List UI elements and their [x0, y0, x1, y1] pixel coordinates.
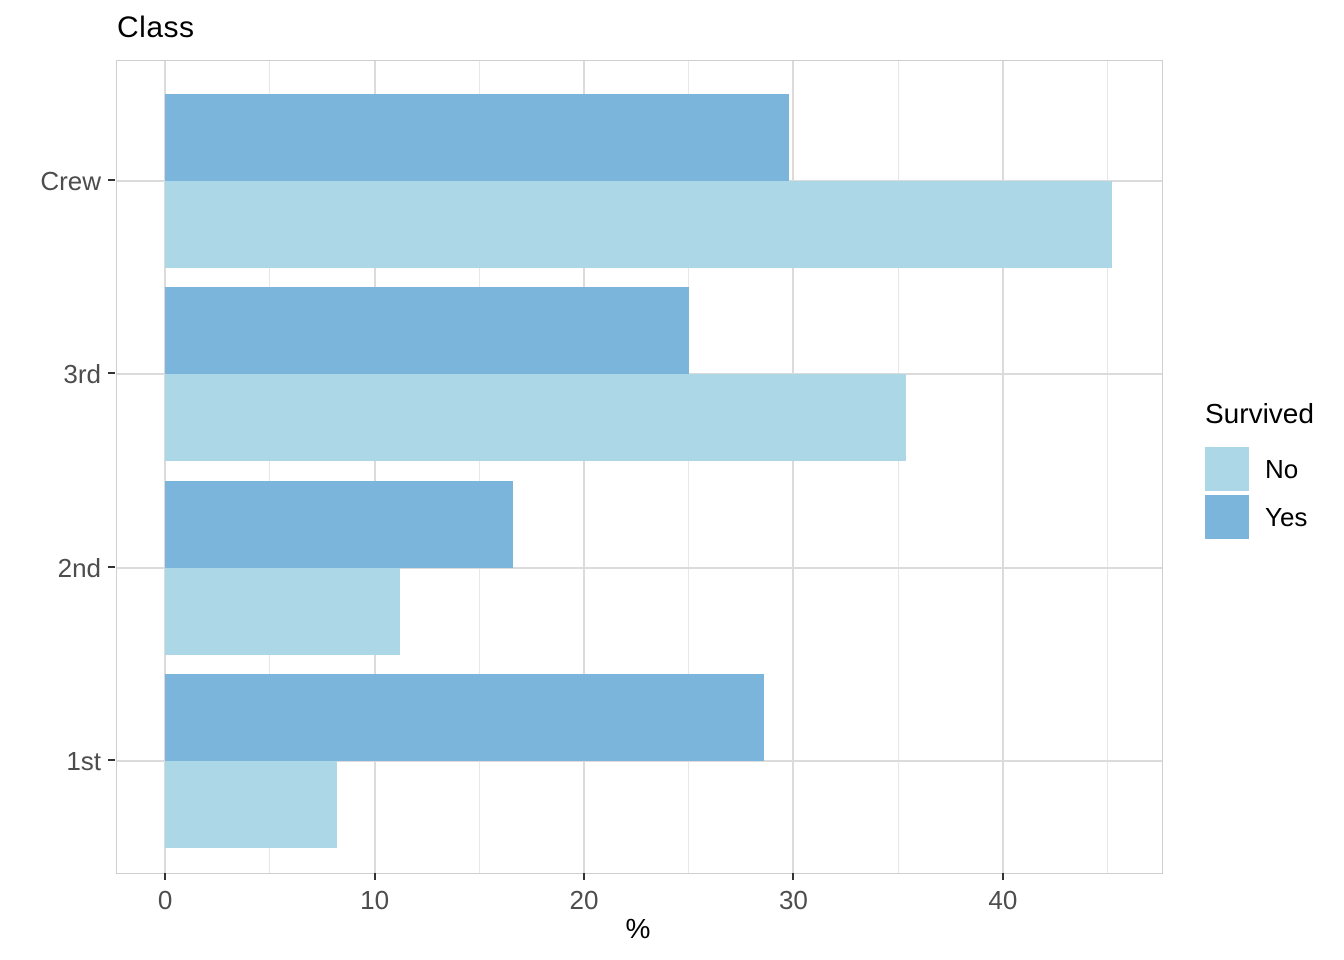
bar-2nd-no [165, 567, 400, 655]
y-tick-3rd [108, 372, 115, 375]
y-tick-label-1st: 1st [66, 745, 101, 776]
gridline-minor-x-5 [269, 61, 271, 873]
gridline-major-x-20 [583, 61, 585, 873]
x-tick-20 [583, 873, 585, 880]
gridline-minor-x-25 [688, 61, 690, 873]
bar-1st-yes [165, 673, 765, 761]
bar-3rd-no [165, 374, 907, 462]
bar-1st-no [165, 760, 337, 848]
gridline-major-x-40 [1001, 61, 1004, 873]
x-tick-label-20: 20 [569, 885, 599, 915]
y-tick-1st [108, 758, 115, 761]
legend-entry-yes: Yes [1205, 495, 1344, 539]
chart-title: Class [117, 11, 195, 44]
y-tick-label-2nd: 2nd [57, 552, 101, 583]
gridline-major-x-0 [164, 61, 167, 873]
x-tick-0 [164, 873, 167, 880]
legend-swatch-yes [1205, 495, 1249, 539]
x-tick-label-40: 40 [988, 885, 1018, 915]
x-tick-10 [373, 873, 376, 880]
legend-title: Survived [1205, 398, 1314, 429]
bar-crew-yes [165, 93, 790, 181]
legend-entry-no: No [1205, 447, 1344, 491]
gridline-minor-x-15 [478, 61, 480, 873]
gridline-minor-x-45 [1107, 61, 1109, 873]
legend-label-yes: Yes [1265, 501, 1308, 532]
gridline-minor-x-35 [897, 61, 899, 873]
plot-panel [116, 60, 1163, 874]
gridline-major-x-10 [373, 61, 376, 873]
y-tick-label-crew: Crew [40, 165, 101, 196]
bars-layer [117, 61, 1162, 873]
x-tick-30 [792, 873, 795, 880]
x-tick-40 [1001, 873, 1004, 880]
legend: Survived No Yes [1205, 398, 1344, 543]
gridline-category-1st [117, 759, 1162, 762]
bar-crew-no [165, 180, 1112, 268]
bar-3rd-yes [165, 287, 689, 375]
y-tick-crew [108, 178, 115, 181]
x-tick-label-10: 10 [360, 885, 390, 915]
gridline-major-x-30 [792, 61, 795, 873]
y-tick-label-3rd: 3rd [63, 359, 101, 390]
x-tick-label-0: 0 [157, 885, 173, 915]
y-tick-2nd [108, 565, 115, 568]
legend-label-no: No [1265, 453, 1299, 484]
legend-swatch-no [1205, 447, 1249, 491]
gridline-category-2nd [117, 566, 1162, 569]
x-tick-label-30: 30 [778, 885, 808, 915]
bar-2nd-yes [165, 480, 513, 568]
x-axis-title: % [625, 913, 651, 944]
